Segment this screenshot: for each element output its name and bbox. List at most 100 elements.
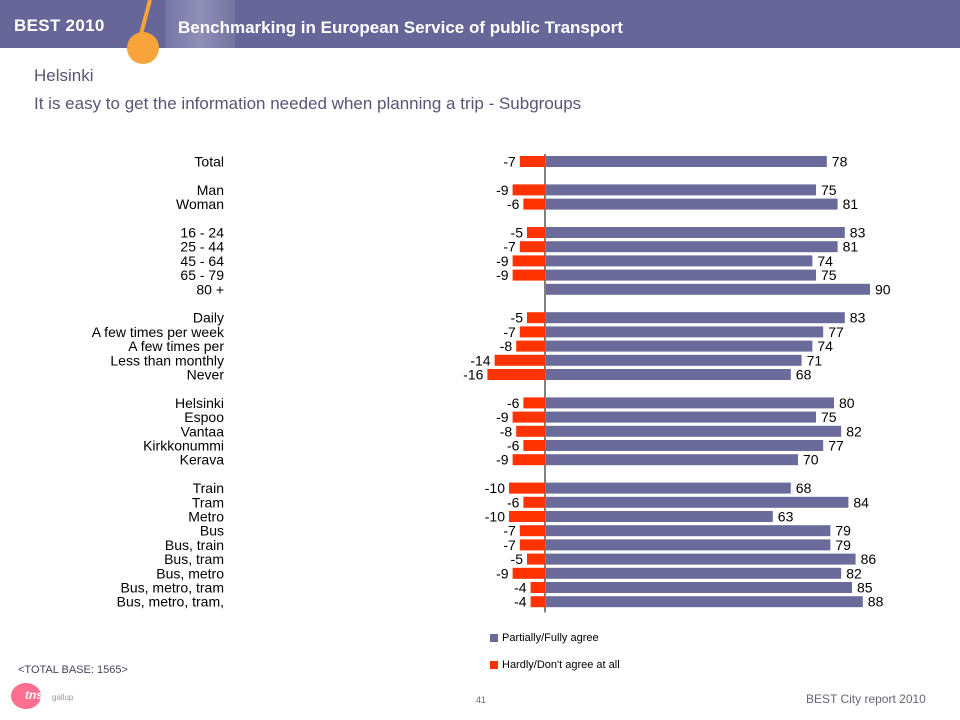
disagree-bar	[527, 227, 545, 238]
disagree-bar	[512, 567, 545, 579]
agree-bar	[546, 440, 824, 451]
disagree-value-label: -8	[500, 423, 513, 439]
agree-bar	[546, 241, 838, 253]
disagree-value-label: -4	[514, 594, 527, 610]
category-label: Kerava	[180, 452, 225, 468]
category-label: Helsinki	[175, 395, 224, 411]
legend-swatch-agree	[490, 634, 498, 643]
disagree-bar	[523, 397, 545, 409]
agree-bar	[546, 369, 791, 380]
agree-value-label: 63	[778, 509, 794, 525]
agree-bar	[546, 511, 773, 522]
disagree-bar	[494, 354, 545, 366]
legend-label-disagree: Hardly/Don't agree at all	[502, 659, 620, 671]
agree-value-label: 74	[817, 338, 833, 354]
agree-value-label: 75	[821, 182, 837, 198]
agree-value-label: 81	[843, 239, 859, 255]
disagree-bar	[523, 496, 545, 508]
category-label: Tram	[192, 494, 224, 510]
disagree-bar	[519, 326, 545, 338]
agree-bar	[546, 269, 816, 281]
category-label: 80 +	[196, 281, 224, 297]
legend-swatch-disagree	[490, 661, 498, 670]
disagree-value-label: -9	[496, 267, 509, 283]
agree-bar	[546, 425, 842, 437]
agree-bar	[546, 255, 813, 267]
brand-logo: BEST 2010	[14, 16, 105, 35]
agree-bar	[546, 496, 849, 508]
category-label: Metro	[188, 509, 224, 525]
disagree-bar	[527, 553, 545, 565]
disagree-bar	[487, 369, 545, 380]
category-label: 25 - 44	[180, 239, 224, 255]
agree-value-label: 75	[821, 267, 837, 283]
report-label: BEST City report 2010	[806, 692, 926, 706]
disagree-value-label: -9	[496, 182, 509, 198]
agree-bar	[546, 227, 845, 238]
disagree-bar	[523, 440, 545, 451]
legend-item-agree: Partially/Fully agree	[490, 632, 599, 644]
category-label: Man	[197, 182, 224, 198]
agree-value-label: 82	[846, 423, 862, 439]
agree-bar	[546, 482, 791, 494]
agree-bar	[546, 553, 856, 565]
disagree-value-label: -7	[503, 537, 516, 553]
agree-bar	[546, 326, 824, 338]
disagree-bar	[512, 184, 545, 196]
disagree-value-label: -4	[514, 580, 527, 596]
agree-value-label: 85	[857, 580, 873, 596]
disagree-value-label: -6	[507, 438, 520, 454]
tns-logo	[11, 683, 41, 709]
agree-bar	[546, 340, 813, 352]
category-label: 65 - 79	[180, 267, 224, 283]
header-banner	[0, 0, 960, 48]
disagree-value-label: -14	[470, 352, 490, 368]
disagree-value-label: -5	[511, 310, 524, 326]
agree-value-label: 83	[850, 225, 866, 241]
agree-value-label: 88	[868, 594, 884, 610]
disagree-bar	[527, 312, 545, 324]
header-photo	[165, 0, 235, 48]
agree-value-label: 77	[828, 324, 844, 340]
category-label: Bus, metro, tram	[121, 580, 224, 596]
category-label: Never	[187, 367, 225, 383]
disagree-bar	[512, 255, 545, 267]
disagree-bar	[512, 454, 545, 466]
page-number: 41	[476, 695, 487, 705]
agree-bar	[546, 525, 831, 537]
category-label: Woman	[176, 196, 224, 212]
category-label: Bus	[200, 523, 224, 539]
agree-value-label: 74	[817, 253, 833, 269]
disagree-value-label: -6	[507, 395, 520, 411]
agree-value-label: 71	[807, 352, 823, 368]
legend-label-agree: Partially/Fully agree	[502, 632, 599, 644]
agree-bar	[546, 596, 863, 608]
disagree-value-label: -5	[511, 551, 524, 567]
disagree-bar	[509, 511, 545, 522]
agree-value-label: 77	[828, 438, 844, 454]
slide-question: It is easy to get the information needed…	[34, 94, 582, 113]
slide-city: Helsinki	[34, 66, 94, 85]
disagree-value-label: -9	[496, 409, 509, 425]
disagree-value-label: -8	[500, 338, 513, 354]
agree-value-label: 86	[861, 551, 877, 567]
agree-value-label: 79	[835, 523, 851, 539]
disagree-value-label: -5	[511, 225, 524, 241]
disagree-value-label: -7	[503, 154, 516, 170]
agree-bar	[546, 411, 816, 423]
category-label: Total	[194, 154, 224, 170]
category-label: 45 - 64	[180, 253, 224, 269]
agree-value-label: 83	[850, 310, 866, 326]
disagree-bar	[512, 411, 545, 423]
disagree-bar	[509, 482, 545, 494]
agree-bar	[546, 156, 827, 167]
category-label: Espoo	[184, 409, 224, 425]
disagree-value-label: -6	[507, 196, 520, 212]
category-label: Bus, train	[165, 537, 224, 553]
category-label: Bus, metro	[156, 565, 224, 581]
category-label: Daily	[193, 310, 224, 326]
agree-bar	[546, 198, 838, 210]
disagree-value-label: -7	[503, 523, 516, 539]
disagree-value-label: -9	[496, 565, 509, 581]
